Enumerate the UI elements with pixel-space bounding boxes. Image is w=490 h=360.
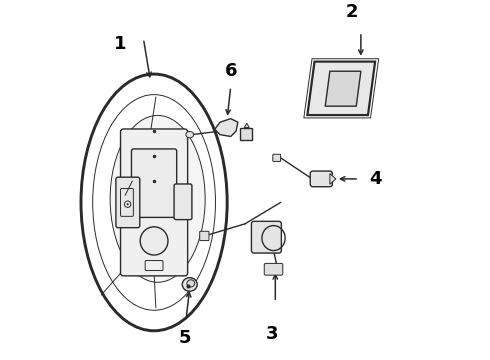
Polygon shape xyxy=(330,174,336,184)
Ellipse shape xyxy=(187,280,195,287)
FancyBboxPatch shape xyxy=(121,129,188,276)
FancyBboxPatch shape xyxy=(131,149,177,217)
Text: 5: 5 xyxy=(178,329,191,347)
Text: 6: 6 xyxy=(224,62,237,80)
Polygon shape xyxy=(307,62,375,115)
Polygon shape xyxy=(325,71,361,106)
Ellipse shape xyxy=(140,227,168,255)
Ellipse shape xyxy=(110,116,205,282)
FancyBboxPatch shape xyxy=(116,177,140,228)
Text: 4: 4 xyxy=(369,170,381,188)
FancyBboxPatch shape xyxy=(251,221,281,253)
FancyBboxPatch shape xyxy=(200,231,209,240)
Polygon shape xyxy=(245,123,249,127)
FancyBboxPatch shape xyxy=(264,264,283,275)
Polygon shape xyxy=(240,127,252,140)
Ellipse shape xyxy=(182,278,197,291)
Ellipse shape xyxy=(186,131,194,138)
FancyBboxPatch shape xyxy=(174,184,192,220)
Ellipse shape xyxy=(126,203,129,205)
Text: 3: 3 xyxy=(266,325,278,343)
FancyBboxPatch shape xyxy=(310,171,332,187)
Text: 2: 2 xyxy=(346,3,358,21)
Text: 1: 1 xyxy=(114,35,126,53)
FancyBboxPatch shape xyxy=(273,154,281,161)
Polygon shape xyxy=(215,119,238,136)
